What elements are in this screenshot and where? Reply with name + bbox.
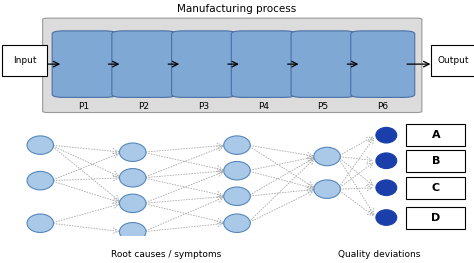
Text: A: A (431, 130, 440, 140)
Text: P2: P2 (138, 102, 149, 111)
Text: P1: P1 (79, 102, 90, 111)
Text: C: C (432, 183, 440, 193)
Ellipse shape (376, 153, 397, 169)
Text: Input: Input (13, 56, 36, 65)
Ellipse shape (376, 127, 397, 143)
Ellipse shape (314, 147, 340, 166)
FancyBboxPatch shape (406, 124, 465, 146)
FancyBboxPatch shape (291, 31, 355, 97)
Ellipse shape (224, 187, 250, 205)
Text: P3: P3 (198, 102, 209, 111)
FancyBboxPatch shape (112, 31, 176, 97)
Text: P5: P5 (318, 102, 328, 111)
Ellipse shape (314, 180, 340, 198)
Text: Output: Output (438, 56, 469, 65)
Ellipse shape (119, 222, 146, 241)
FancyBboxPatch shape (231, 31, 295, 97)
Ellipse shape (224, 161, 250, 180)
FancyBboxPatch shape (43, 18, 422, 113)
Ellipse shape (224, 214, 250, 232)
Text: P6: P6 (377, 102, 388, 111)
Text: P4: P4 (258, 102, 269, 111)
FancyBboxPatch shape (172, 31, 236, 97)
Ellipse shape (119, 194, 146, 213)
FancyBboxPatch shape (351, 31, 415, 97)
Ellipse shape (376, 180, 397, 195)
FancyBboxPatch shape (2, 45, 47, 76)
Text: Root causes / symptoms: Root causes / symptoms (111, 250, 221, 259)
Text: Manufacturing process: Manufacturing process (177, 4, 297, 14)
Ellipse shape (27, 171, 54, 190)
Text: Quality deviations: Quality deviations (338, 250, 420, 259)
Ellipse shape (376, 210, 397, 225)
FancyBboxPatch shape (406, 150, 465, 172)
Ellipse shape (119, 143, 146, 161)
FancyBboxPatch shape (431, 45, 474, 76)
Text: B: B (432, 156, 440, 166)
Ellipse shape (119, 169, 146, 187)
FancyBboxPatch shape (52, 31, 116, 97)
Ellipse shape (27, 214, 54, 232)
Ellipse shape (224, 136, 250, 154)
FancyBboxPatch shape (406, 177, 465, 199)
Text: D: D (431, 213, 440, 222)
FancyBboxPatch shape (406, 206, 465, 229)
Ellipse shape (27, 136, 54, 154)
